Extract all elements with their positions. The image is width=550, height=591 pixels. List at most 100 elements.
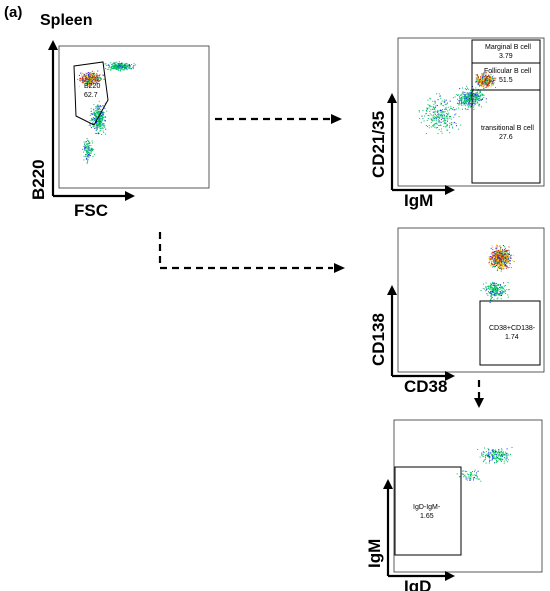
event-dot — [483, 78, 485, 80]
event-dot — [85, 155, 87, 157]
event-dot — [97, 125, 99, 126]
event-dot — [475, 100, 477, 102]
event-dot — [497, 457, 499, 459]
event-dot — [463, 102, 464, 104]
event-dot — [128, 67, 130, 69]
event-dot — [468, 95, 470, 97]
event-dot — [497, 255, 499, 257]
event-dot — [93, 79, 95, 81]
event-dot — [479, 80, 481, 82]
event-dot — [454, 96, 456, 98]
x-axis-title: IgD — [404, 577, 431, 591]
event-dot — [449, 117, 451, 119]
event-dot — [121, 62, 123, 64]
event-dot — [86, 152, 88, 154]
event-dot — [90, 118, 92, 120]
event-dot — [108, 64, 110, 66]
event-dot — [501, 254, 503, 256]
event-dot — [489, 74, 491, 76]
event-dot — [454, 121, 456, 123]
event-dot — [125, 66, 127, 68]
event-dot — [490, 247, 492, 249]
event-dot — [499, 251, 501, 253]
event-dot — [465, 95, 466, 97]
event-dot — [87, 78, 89, 80]
event-dot — [487, 82, 489, 84]
event-dot — [464, 102, 466, 104]
dot-cloud — [418, 71, 497, 135]
event-dot — [472, 100, 474, 102]
event-dot — [98, 100, 100, 102]
event-dot — [506, 262, 508, 264]
event-dot — [106, 110, 108, 112]
event-dot — [133, 66, 134, 68]
event-dot — [124, 68, 126, 70]
event-dot — [487, 294, 489, 296]
event-dot — [496, 248, 498, 250]
event-dot — [461, 92, 463, 94]
event-dot — [509, 256, 511, 258]
y-axis-arrowhead — [387, 285, 397, 295]
event-dot — [87, 159, 89, 161]
event-dot — [93, 74, 95, 76]
event-dot — [434, 100, 436, 102]
event-dot — [94, 120, 96, 122]
event-dot — [480, 290, 482, 291]
event-dot — [96, 126, 98, 128]
event-dot — [507, 282, 509, 284]
event-dot — [475, 95, 477, 97]
event-dot — [448, 112, 450, 114]
event-dot — [468, 94, 470, 95]
event-dot — [480, 83, 482, 85]
event-dot — [435, 127, 437, 129]
y-axis-arrowhead — [48, 40, 58, 50]
event-dot — [467, 106, 469, 108]
event-dot — [495, 257, 496, 259]
event-dot — [126, 69, 128, 71]
event-dot — [483, 94, 485, 96]
event-dot — [468, 474, 470, 476]
event-dot — [441, 100, 443, 102]
event-dot — [502, 265, 504, 267]
event-dot — [508, 254, 509, 256]
event-dot — [503, 249, 505, 251]
event-dot — [494, 264, 495, 265]
event-dot — [79, 80, 81, 82]
event-dot — [85, 145, 87, 147]
event-dot — [114, 64, 116, 65]
event-dot — [507, 250, 509, 251]
event-dot — [100, 125, 102, 127]
event-dot — [445, 108, 447, 110]
event-dot — [118, 62, 120, 64]
event-dot — [489, 299, 491, 301]
event-dot — [439, 115, 441, 117]
event-dot — [81, 75, 82, 77]
event-dot — [97, 81, 99, 83]
event-dot — [440, 118, 442, 120]
event-dot — [115, 67, 117, 69]
event-dot — [501, 267, 503, 269]
event-dot — [92, 77, 93, 79]
event-dot — [490, 79, 492, 81]
event-dot — [99, 117, 101, 119]
event-dot — [441, 110, 443, 112]
event-dot — [495, 250, 497, 252]
event-dot — [90, 113, 92, 115]
event-dot — [489, 81, 491, 83]
event-dot — [472, 95, 474, 97]
event-dot — [502, 287, 504, 289]
event-dot — [495, 248, 497, 250]
event-dot — [506, 250, 508, 252]
gate-value: 1.65 — [420, 513, 434, 520]
event-dot — [129, 65, 131, 67]
event-dot — [80, 72, 82, 74]
event-dot — [498, 261, 500, 263]
event-dot — [497, 287, 499, 289]
event-dot — [511, 447, 513, 448]
event-dot — [426, 110, 428, 112]
event-dot — [513, 261, 515, 263]
event-dot — [455, 108, 457, 110]
event-dot — [446, 124, 448, 126]
event-dot — [84, 143, 85, 145]
event-dot — [486, 76, 488, 78]
